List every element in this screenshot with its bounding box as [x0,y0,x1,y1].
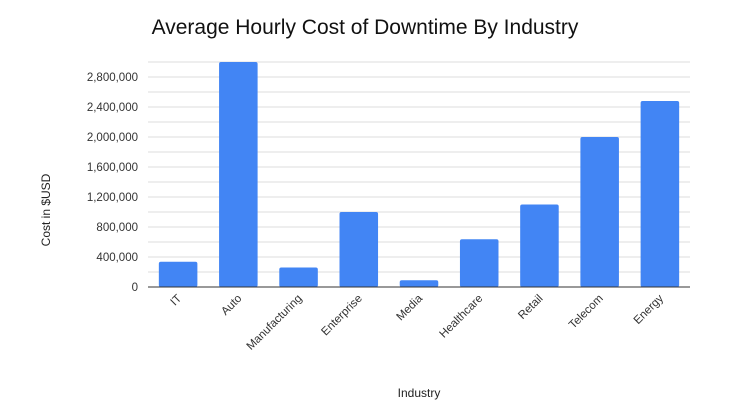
bar-manufacturing [279,267,318,287]
bar-healthcare [459,239,499,287]
x-tick-label: Energy [632,292,666,326]
y-tick-label: 1,200,000 [87,192,138,204]
y-tick-label: 800,000 [96,222,138,234]
x-axis-title: Industry [398,386,441,400]
x-tick-label: IT [169,293,185,309]
y-axis-title: Cost in $USD [39,173,53,246]
y-tick-label: 2,000,000 [87,132,138,144]
x-tick-label: Media [394,292,425,323]
y-tick-label: 2,400,000 [87,102,138,114]
x-tick-label: Manufacturing [245,293,305,353]
y-tick-label: 1,600,000 [87,162,138,174]
chart-title: Average Hourly Cost of Downtime By Indus… [152,16,579,39]
y-tick-label: 2,800,000 [87,72,138,84]
bar-auto [219,62,258,287]
bar-media [399,280,439,287]
bar-it [158,261,198,287]
y-tick-label: 0 [132,282,138,294]
bar-energy [640,101,680,287]
x-tick-label: Healthcare [438,293,486,341]
x-axis-categories: IT Auto Manufacturing Enterprise Media Health… [169,292,667,352]
y-tick-label: 400,000 [96,252,138,264]
x-tick-label: Telecom [567,293,606,332]
x-tick-label: Retail [516,293,545,322]
bar-enterprise [339,212,379,287]
x-tick-label: Auto [219,293,244,318]
bars [158,62,680,287]
y-axis-ticks: 0 400,000 800,000 1,200,000 1,600,000 2,000,0… [87,72,138,294]
bar-telecom [580,137,619,287]
bar-retail [520,204,559,287]
x-tick-label: Enterprise [319,293,365,339]
